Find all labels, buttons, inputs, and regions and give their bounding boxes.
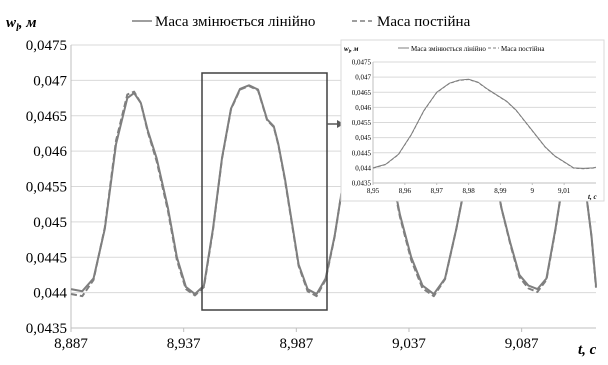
x-tick-label: 9,01 xyxy=(558,187,571,195)
main-series-lines xyxy=(70,84,597,298)
series-line-constant-mass xyxy=(70,85,597,298)
inset-legend-label-constant: Маса постійна xyxy=(501,45,545,53)
main-y-axis-title: wl, м xyxy=(6,15,37,34)
x-tick-label: 9,037 xyxy=(392,336,426,352)
x-tick-label: 8,99 xyxy=(494,187,507,195)
y-tick-label: 0,0475 xyxy=(352,59,372,67)
y-tick-label: 0,0435 xyxy=(352,180,372,188)
y-tick-label: 0,0445 xyxy=(26,250,67,266)
y-tick-label: 0,045 xyxy=(355,134,371,142)
y-tick-label: 0,044 xyxy=(33,286,67,302)
series-line-constant-mass xyxy=(372,79,597,170)
inset-legend-label-linear: Маса змінюється лінійно xyxy=(411,45,486,53)
inset-frame xyxy=(340,39,605,202)
x-tick-label: 8,98 xyxy=(462,187,475,195)
y-tick-label: 0,046 xyxy=(33,144,67,160)
x-tick-label: 9,087 xyxy=(505,336,539,352)
y-tick-label: 0,0455 xyxy=(352,119,372,127)
x-tick-label: 8,95 xyxy=(367,187,380,195)
inset-legend: Маса змінюється лінійно Маса постійна xyxy=(398,45,545,53)
y-tick-label: 0,047 xyxy=(33,73,67,89)
legend-label-constant: Маса постійна xyxy=(377,14,471,30)
y-tick-label: 0,044 xyxy=(355,164,371,172)
main-x-axis-title: t, c xyxy=(578,342,597,358)
y-tick-label: 0,047 xyxy=(355,74,371,82)
inset-chart: wl, м Маса змінюється лінійно Маса пості… xyxy=(340,39,605,202)
main-y-tick-labels: 0,0435 0,044 0,0445 0,045 0,0455 0,046 0,0465 0… xyxy=(26,38,68,337)
x-tick-label: 8,97 xyxy=(431,187,444,195)
x-tick-label: 9 xyxy=(531,187,535,195)
legend-label-linear: Маса змінюється лінійно xyxy=(155,14,315,30)
inset-series-lines xyxy=(372,78,597,170)
inset-grid xyxy=(372,61,596,185)
x-tick-label: 8,96 xyxy=(399,187,412,195)
x-tick-label: 8,937 xyxy=(167,336,201,352)
y-tick-label: 0,046 xyxy=(355,104,371,112)
x-tick-label: 8,987 xyxy=(279,336,313,352)
inset-y-tick-labels: 0,0435 0,044 0,0445 0,045 0,0455 0,046 0,0465 0… xyxy=(352,59,372,188)
y-tick-label: 0,0465 xyxy=(352,89,372,97)
main-x-tick-labels: 8,887 8,937 8,987 9,037 9,087 xyxy=(54,336,539,352)
y-tick-label: 0,0455 xyxy=(26,180,67,196)
y-tick-label: 0,0475 xyxy=(26,38,67,54)
inset-y-axis-title: wl, м xyxy=(344,45,359,55)
y-tick-label: 0,0435 xyxy=(26,321,67,337)
zoom-rectangle xyxy=(201,72,328,311)
inset-x-axis-title: t, c xyxy=(588,193,597,201)
y-tick-label: 0,0445 xyxy=(352,149,372,157)
inset-x-tick-labels: 8,95 8,96 8,97 8,98 8,99 9 9,01 xyxy=(367,187,571,195)
y-tick-label: 0,045 xyxy=(33,215,67,231)
main-legend: Маса змінюється лінійно Маса постійна xyxy=(132,14,471,30)
y-tick-label: 0,0465 xyxy=(26,109,67,125)
x-tick-label: 8,887 xyxy=(54,336,88,352)
